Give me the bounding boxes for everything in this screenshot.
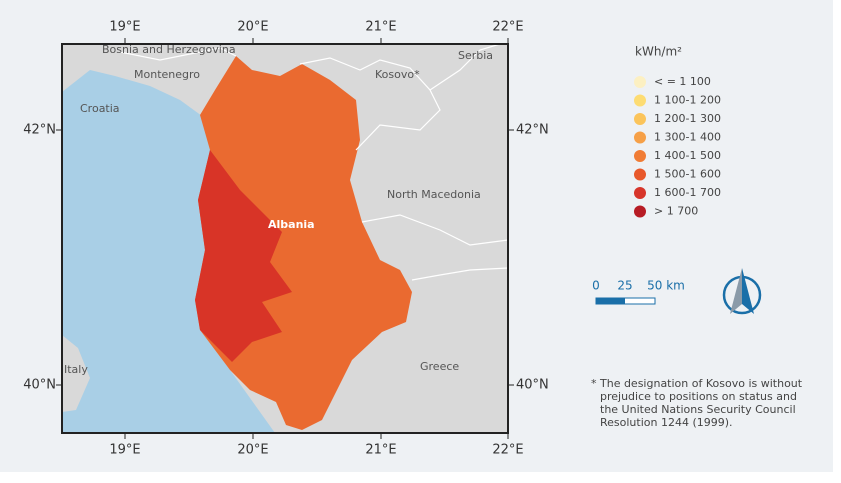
latitude-label: 42°N bbox=[516, 123, 549, 138]
map: Bosnia and Herzegovina Serbia Montenegro… bbox=[61, 43, 509, 434]
borders bbox=[119, 43, 509, 281]
place-label: Bosnia and Herzegovina bbox=[102, 43, 236, 56]
longitude-label: 20°E bbox=[237, 443, 268, 458]
legend-swatch bbox=[634, 205, 646, 218]
legend-label: 1 400-1 500 bbox=[654, 149, 721, 162]
legend-swatch bbox=[634, 76, 646, 88]
north-arrow bbox=[722, 268, 762, 315]
kosovo-border bbox=[299, 57, 441, 151]
italy-land bbox=[62, 335, 90, 412]
place-label: Kosovo* bbox=[375, 68, 420, 81]
sea bbox=[62, 70, 275, 433]
albania-low bbox=[195, 150, 292, 362]
latitude-label: 40°N bbox=[23, 378, 56, 393]
place-label: Albania bbox=[268, 218, 315, 231]
greece-border bbox=[411, 267, 509, 281]
longitude-label: 21°E bbox=[365, 20, 396, 35]
legend-label: 1 500-1 600 bbox=[654, 168, 721, 181]
scale-bar-fill bbox=[596, 298, 625, 304]
place-label: Serbia bbox=[458, 49, 493, 62]
scale-label: 0 bbox=[592, 279, 600, 293]
montenegro-border bbox=[119, 47, 237, 61]
legend-label: 1 100-1 200 bbox=[654, 94, 721, 107]
legend-swatch bbox=[634, 150, 646, 162]
north-left bbox=[730, 268, 742, 314]
graticule-labels: 19°E 19°E 20°E 20°E 21°E 21°E 22°E 22°E 42°N 42°N… bbox=[23, 20, 549, 458]
legend: < = 1 100 1 100-1 200 1 200-1 300 1 300-1 4… bbox=[634, 75, 721, 218]
legend-swatch bbox=[634, 187, 646, 199]
place-label: North Macedonia bbox=[387, 188, 481, 201]
longitude-label: 21°E bbox=[365, 443, 396, 458]
legend-label: 1 200-1 300 bbox=[654, 112, 721, 125]
footnote-line: prejudice to positions on status and bbox=[600, 390, 797, 403]
macedonia-border bbox=[361, 214, 509, 246]
scale-label: 25 bbox=[617, 279, 632, 293]
longitude-label: 19°E bbox=[109, 443, 140, 458]
footnote-line: * The designation of Kosovo is without bbox=[591, 377, 803, 390]
legend-swatch bbox=[634, 113, 646, 125]
longitude-label: 22°E bbox=[492, 20, 523, 35]
place-label: Greece bbox=[420, 360, 459, 373]
serbia-border bbox=[429, 43, 501, 91]
footnote: * The designation of Kosovo is withoutpr… bbox=[591, 377, 803, 429]
scale-label: 50 km bbox=[647, 279, 685, 293]
latitude-label: 42°N bbox=[23, 123, 56, 138]
legend-swatch bbox=[634, 131, 646, 144]
footnote-line: Resolution 1244 (1999). bbox=[600, 416, 733, 429]
legend-title: kWh/m² bbox=[635, 45, 682, 59]
north-right bbox=[742, 268, 754, 314]
legend-label: > 1 700 bbox=[654, 205, 698, 218]
scale-bar: 0 25 50 km bbox=[592, 279, 685, 305]
map-frame bbox=[61, 43, 509, 434]
longitude-label: 22°E bbox=[492, 443, 523, 458]
legend-label: < = 1 100 bbox=[654, 75, 711, 88]
latitude-label: 40°N bbox=[516, 378, 549, 393]
footnote-line: the United Nations Security Council bbox=[600, 403, 796, 416]
longitude-label: 19°E bbox=[109, 20, 140, 35]
place-label: Italy bbox=[64, 363, 88, 376]
place-label: Montenegro bbox=[134, 68, 200, 81]
legend-swatch bbox=[634, 94, 646, 107]
legend-label: 1 600-1 700 bbox=[654, 186, 721, 199]
legend-label: 1 300-1 400 bbox=[654, 131, 721, 144]
place-label: Croatia bbox=[80, 102, 120, 115]
legend-swatch bbox=[634, 168, 646, 181]
longitude-label: 20°E bbox=[237, 20, 268, 35]
